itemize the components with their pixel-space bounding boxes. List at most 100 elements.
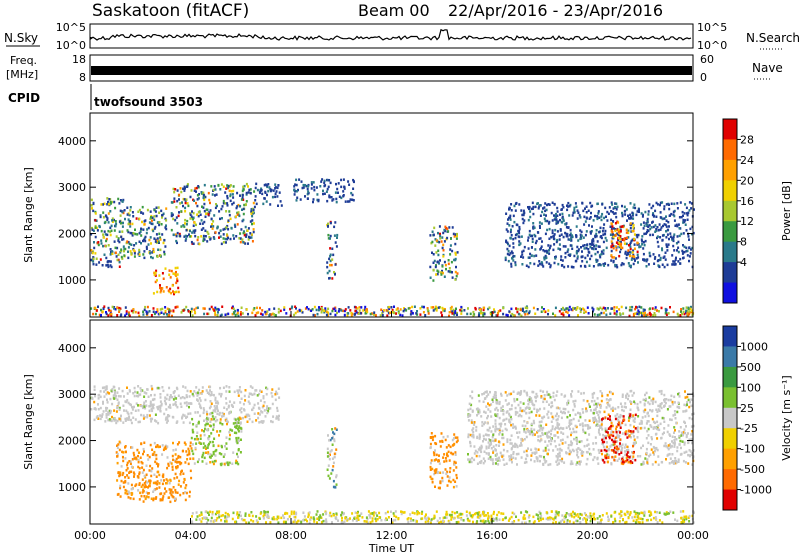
data-cell bbox=[334, 221, 336, 224]
data-cell bbox=[537, 430, 539, 433]
data-cell bbox=[153, 451, 155, 454]
data-cell bbox=[544, 398, 546, 401]
data-cell bbox=[239, 386, 241, 389]
data-cell bbox=[177, 492, 179, 495]
data-cell bbox=[646, 437, 648, 440]
data-cell bbox=[590, 212, 592, 215]
data-cell bbox=[173, 398, 175, 401]
data-cell bbox=[669, 405, 671, 408]
data-cell bbox=[443, 229, 445, 232]
data-cell bbox=[497, 409, 499, 412]
data-cell bbox=[478, 314, 480, 317]
data-cell bbox=[481, 424, 483, 427]
data-cell bbox=[588, 224, 590, 227]
colorbar-tick-label: 20 bbox=[740, 174, 754, 187]
data-cell bbox=[317, 200, 319, 203]
data-cell bbox=[660, 228, 662, 231]
data-cell bbox=[499, 423, 501, 426]
data-cell bbox=[436, 309, 438, 312]
data-cell bbox=[646, 220, 648, 223]
colorbar-swatch bbox=[723, 221, 737, 242]
data-cell bbox=[330, 182, 332, 185]
colorbar-swatch bbox=[723, 283, 737, 304]
data-cell bbox=[532, 222, 534, 225]
data-cell bbox=[303, 184, 305, 187]
data-cell bbox=[107, 230, 109, 233]
data-cell bbox=[654, 447, 656, 450]
data-cell bbox=[434, 435, 436, 438]
data-cell bbox=[576, 307, 578, 310]
data-cell bbox=[575, 425, 577, 428]
data-cell bbox=[206, 463, 208, 466]
nsky-tick-high: 10^5 bbox=[56, 21, 86, 34]
data-cell bbox=[143, 414, 145, 417]
data-cell bbox=[666, 314, 668, 317]
data-cell bbox=[531, 246, 533, 249]
data-cell bbox=[223, 456, 225, 459]
data-cell bbox=[174, 188, 176, 191]
data-cell bbox=[437, 459, 439, 462]
data-cell bbox=[168, 274, 170, 277]
data-cell bbox=[117, 447, 119, 450]
data-cell bbox=[510, 229, 512, 232]
data-cell bbox=[201, 206, 203, 209]
data-cell bbox=[539, 425, 541, 428]
data-cell bbox=[611, 307, 613, 310]
data-cell bbox=[660, 211, 662, 214]
data-cell bbox=[441, 240, 443, 243]
data-cell bbox=[673, 203, 675, 206]
data-cell bbox=[226, 436, 228, 439]
data-cell bbox=[332, 465, 334, 468]
data-cell bbox=[230, 193, 232, 196]
data-cell bbox=[539, 414, 541, 417]
data-cell bbox=[638, 306, 640, 309]
data-cell bbox=[483, 435, 485, 438]
data-cell bbox=[468, 419, 470, 422]
data-cell bbox=[642, 215, 644, 218]
data-cell bbox=[562, 427, 564, 430]
data-cell bbox=[589, 420, 591, 423]
data-cell bbox=[191, 308, 193, 311]
data-cell bbox=[574, 405, 576, 408]
data-cell bbox=[211, 218, 213, 221]
data-cell bbox=[102, 310, 104, 313]
data-cell bbox=[93, 203, 95, 206]
data-cell bbox=[178, 395, 180, 398]
data-cell bbox=[654, 231, 656, 234]
data-cell bbox=[340, 186, 342, 189]
data-cell bbox=[118, 395, 120, 398]
data-cell bbox=[113, 409, 115, 412]
data-cell bbox=[251, 215, 253, 218]
data-cell bbox=[516, 398, 518, 401]
data-cell bbox=[143, 442, 145, 445]
colorbar-swatch bbox=[723, 180, 737, 201]
data-cell bbox=[157, 255, 159, 258]
data-cell bbox=[126, 207, 128, 210]
data-cell bbox=[159, 284, 161, 287]
data-cell bbox=[266, 194, 268, 197]
data-cell bbox=[467, 458, 469, 461]
data-cell bbox=[572, 428, 574, 431]
data-cell bbox=[675, 438, 677, 441]
data-cell bbox=[156, 279, 158, 282]
data-cell bbox=[505, 240, 507, 243]
data-cell bbox=[143, 495, 145, 498]
data-cell bbox=[674, 260, 676, 263]
data-cell bbox=[550, 406, 552, 409]
data-cell bbox=[597, 414, 599, 417]
data-cell bbox=[449, 311, 451, 314]
data-cell bbox=[429, 447, 431, 450]
data-cell bbox=[510, 231, 512, 234]
data-cell bbox=[102, 245, 104, 248]
data-cell bbox=[103, 390, 105, 393]
data-cell bbox=[226, 408, 228, 411]
data-cell bbox=[210, 432, 212, 435]
data-cell bbox=[340, 179, 342, 182]
data-cell bbox=[333, 308, 335, 311]
data-cell bbox=[398, 312, 400, 315]
data-cell bbox=[530, 428, 532, 431]
data-cell bbox=[528, 417, 530, 420]
data-cell bbox=[560, 259, 562, 262]
data-cell bbox=[121, 230, 123, 233]
data-cell bbox=[319, 185, 321, 188]
